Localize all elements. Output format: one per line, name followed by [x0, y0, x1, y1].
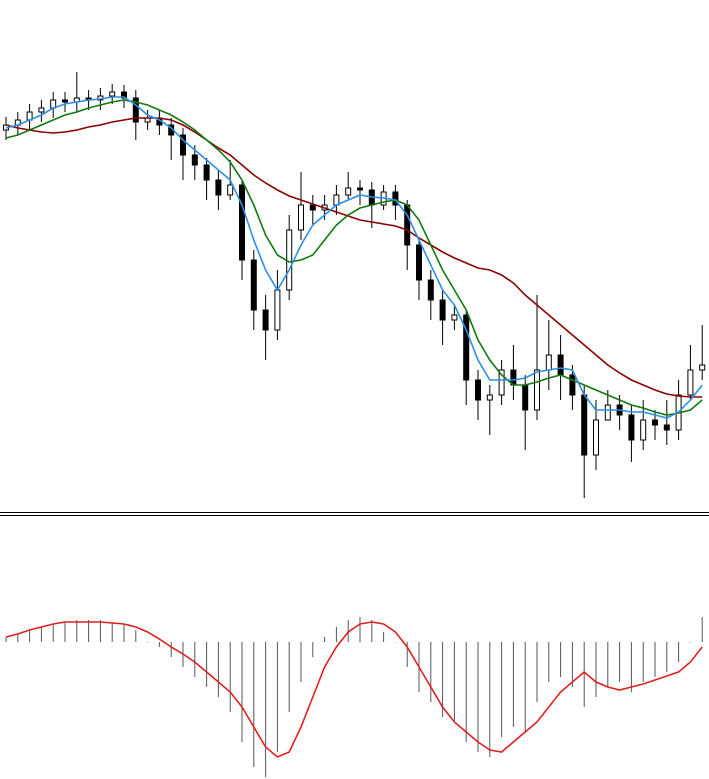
candle-body [239, 184, 245, 261]
candle-body [298, 204, 304, 231]
indicator-line [5, 96, 703, 419]
candle-body [486, 394, 493, 401]
candle-body [215, 179, 222, 196]
candle-body [628, 414, 635, 441]
candle-body [404, 204, 411, 246]
candle-body [593, 419, 599, 456]
candle-body [274, 289, 281, 331]
candle-body [309, 204, 316, 211]
candle-body [687, 369, 694, 396]
candle-body [392, 191, 399, 206]
candle-body [62, 99, 68, 103]
candle-body [191, 154, 198, 166]
indicator-line [5, 99, 703, 416]
candle-body [250, 259, 257, 311]
candle-body [345, 187, 352, 196]
candle-body [663, 424, 670, 431]
candle-body [227, 184, 234, 196]
candle-body [604, 404, 611, 421]
indicator-line [5, 621, 703, 758]
candle-body [534, 369, 540, 411]
candle-body [439, 299, 446, 321]
candle-body [640, 419, 647, 441]
indicator-line [5, 117, 703, 398]
candle-body [699, 364, 706, 371]
candle-body [475, 379, 481, 401]
candle-body [581, 394, 588, 456]
candle-body [132, 97, 139, 123]
candle-body [357, 187, 363, 191]
candle-body [498, 369, 505, 396]
candle-body [121, 91, 127, 99]
candle-body [416, 244, 422, 281]
candle-body [557, 354, 564, 376]
candle-body [545, 354, 552, 371]
candle-body [569, 374, 576, 396]
candle-body [652, 419, 658, 426]
candle-body [203, 164, 210, 181]
candle-body [522, 384, 529, 411]
candle-body [262, 309, 269, 331]
candle-body [180, 134, 186, 156]
candle-body [427, 279, 434, 301]
candle-body [109, 91, 116, 97]
candle-body [451, 314, 458, 321]
candle-body [463, 314, 470, 381]
candle-body [286, 229, 293, 291]
candle-body [38, 107, 45, 113]
